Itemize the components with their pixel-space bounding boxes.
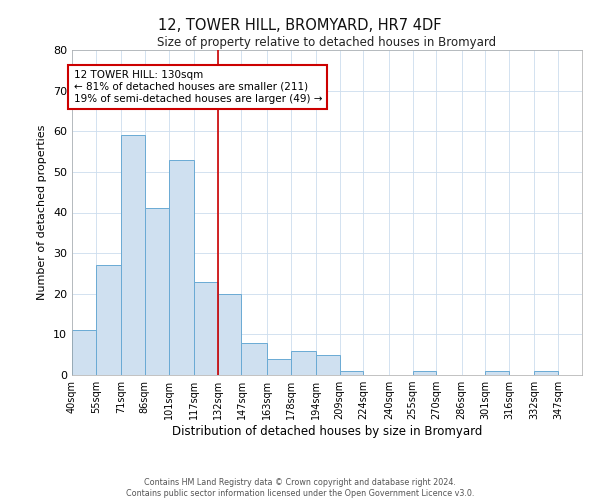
Bar bbox=[241, 342, 267, 375]
Bar bbox=[290, 350, 316, 375]
Bar bbox=[316, 354, 340, 375]
Text: 12 TOWER HILL: 130sqm
← 81% of detached houses are smaller (211)
19% of semi-det: 12 TOWER HILL: 130sqm ← 81% of detached … bbox=[74, 70, 322, 104]
Bar bbox=[340, 371, 364, 375]
Title: Size of property relative to detached houses in Bromyard: Size of property relative to detached ho… bbox=[157, 36, 497, 49]
Text: Contains HM Land Registry data © Crown copyright and database right 2024.
Contai: Contains HM Land Registry data © Crown c… bbox=[126, 478, 474, 498]
X-axis label: Distribution of detached houses by size in Bromyard: Distribution of detached houses by size … bbox=[172, 425, 482, 438]
Bar bbox=[194, 282, 218, 375]
Text: 12, TOWER HILL, BROMYARD, HR7 4DF: 12, TOWER HILL, BROMYARD, HR7 4DF bbox=[158, 18, 442, 32]
Bar bbox=[121, 136, 145, 375]
Bar bbox=[535, 371, 558, 375]
Bar bbox=[169, 160, 194, 375]
Bar bbox=[485, 371, 509, 375]
Y-axis label: Number of detached properties: Number of detached properties bbox=[37, 125, 47, 300]
Bar bbox=[413, 371, 436, 375]
Bar bbox=[72, 330, 96, 375]
Bar bbox=[267, 359, 290, 375]
Bar bbox=[96, 266, 121, 375]
Bar bbox=[145, 208, 169, 375]
Bar bbox=[218, 294, 241, 375]
